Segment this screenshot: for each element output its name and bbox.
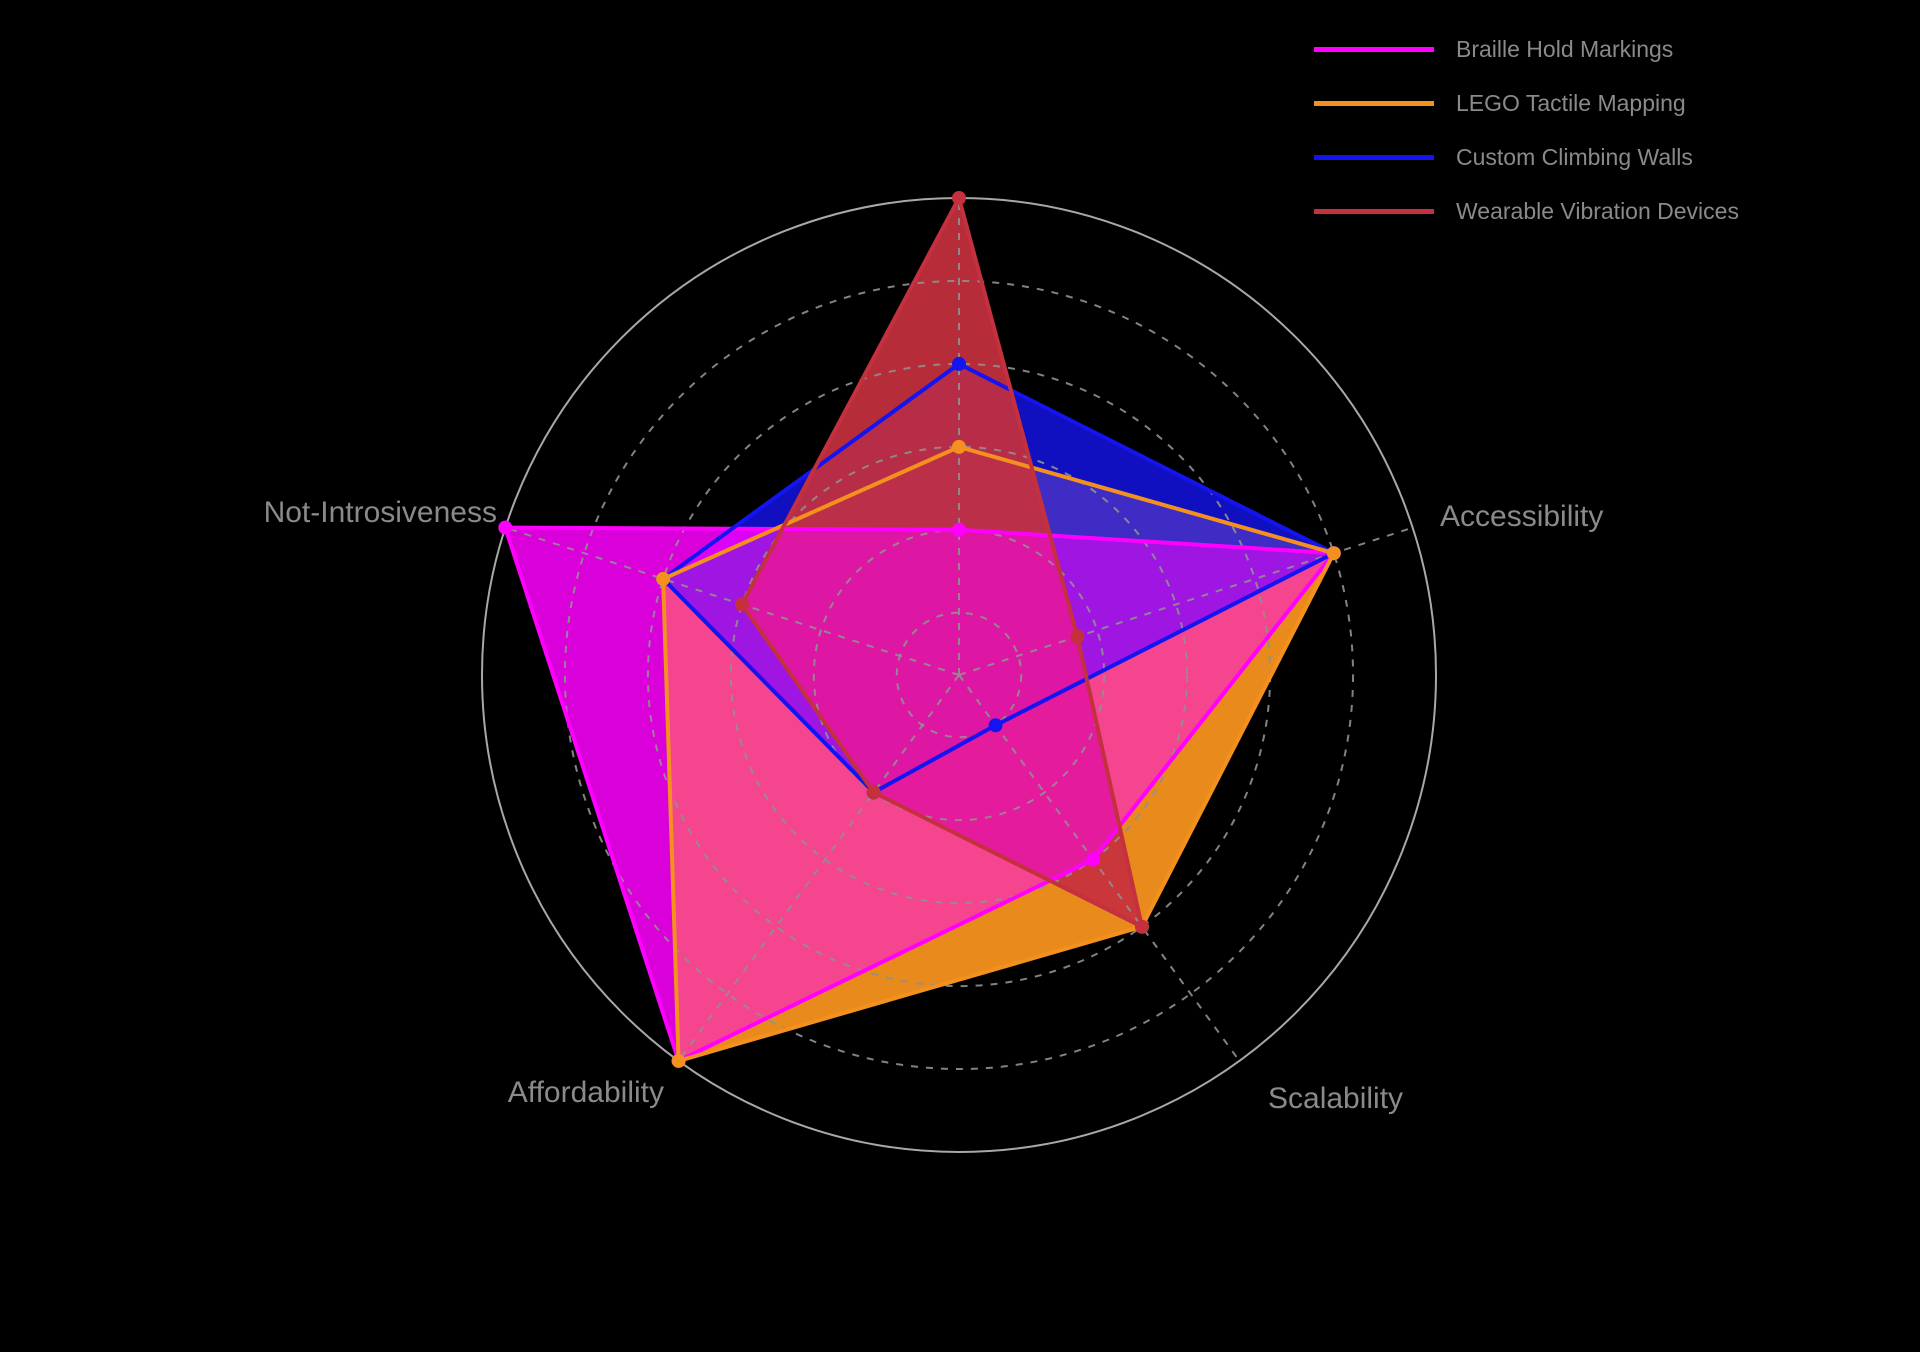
axis-label-affordability: Affordability	[507, 1076, 664, 1109]
series-marker-wearable-vibration-devices-accessibility[interactable]	[1070, 629, 1085, 644]
series-line-wearable-vibration-devices[interactable]	[740, 196, 1144, 929]
legend-label: Custom Climbing Walls	[1456, 143, 1693, 170]
series-line-lego-tactile-mapping[interactable]	[661, 444, 1336, 1063]
series-marker-braille-hold-markings-scalability[interactable]	[1086, 852, 1101, 867]
legend: Braille Hold Markings LEGO Tactile Mappi…	[1314, 22, 1739, 238]
series-marker-wearable-vibration-devices-scalability[interactable]	[1134, 919, 1149, 934]
series-marker-lego-tactile-mapping-axis[interactable]	[952, 439, 966, 454]
series-line-braille-hold-markings[interactable]	[503, 525, 1336, 1063]
legend-swatch-wearable-vibration-devices	[1314, 208, 1434, 214]
legend-swatch-custom-climbing-walls	[1314, 154, 1434, 160]
legend-swatch-lego-tactile-mapping	[1314, 100, 1434, 106]
legend-item-lego-tactile-mapping[interactable]: LEGO Tactile Mapping	[1314, 76, 1739, 130]
series-marker-wearable-vibration-devices-axis[interactable]	[952, 191, 966, 205]
series-marker-braille-hold-markings-axis[interactable]	[952, 522, 966, 537]
grid-ring-2	[812, 528, 1106, 822]
grid-ring-0	[895, 611, 1023, 739]
legend-label: LEGO Tactile Mapping	[1456, 89, 1686, 116]
series-marker-lego-tactile-mapping-accessibility[interactable]	[1326, 546, 1341, 561]
series-marker-wearable-vibration-devices-affordability[interactable]	[866, 785, 881, 800]
series-marker-custom-climbing-walls-scalability[interactable]	[988, 718, 1003, 733]
series-line-custom-climbing-walls[interactable]	[661, 361, 1336, 795]
legend-item-wearable-vibration-devices[interactable]: Wearable Vibration Devices	[1314, 184, 1739, 238]
axis-spoke-not-introsiveness	[505, 526, 960, 676]
series-marker-lego-tactile-mapping-affordability[interactable]	[671, 1053, 686, 1068]
axis-spoke-accessibility	[958, 526, 1413, 676]
series-marker-braille-hold-markings-not-introsiveness[interactable]	[498, 520, 513, 535]
legend-item-braille-hold-markings[interactable]: Braille Hold Markings	[1314, 22, 1739, 76]
grid-ring-8	[563, 279, 1355, 1071]
axis-spoke-affordability	[677, 674, 960, 1062]
series-marker-wearable-vibration-devices-not-introsiveness[interactable]	[735, 597, 749, 612]
legend-label: Braille Hold Markings	[1456, 35, 1674, 62]
axis-label-not-introsiveness: Not-Introsiveness	[263, 496, 497, 529]
legend-item-custom-climbing-walls[interactable]: Custom Climbing Walls	[1314, 130, 1739, 184]
legend-swatch-braille-hold-markings	[1314, 46, 1434, 52]
axis-label-accessibility: Accessibility	[1440, 500, 1604, 533]
legend-label: Wearable Vibration Devices	[1456, 197, 1739, 224]
axis-label-scalability: Scalability	[1268, 1082, 1404, 1115]
series-marker-custom-climbing-walls-axis[interactable]	[952, 356, 966, 371]
series-fill-braille-hold-markings	[505, 527, 1334, 1061]
axis-spoke-scalability	[958, 674, 1241, 1062]
grid-ring-4	[729, 445, 1189, 905]
series-marker-lego-tactile-mapping-not-introsiveness[interactable]	[656, 571, 671, 586]
